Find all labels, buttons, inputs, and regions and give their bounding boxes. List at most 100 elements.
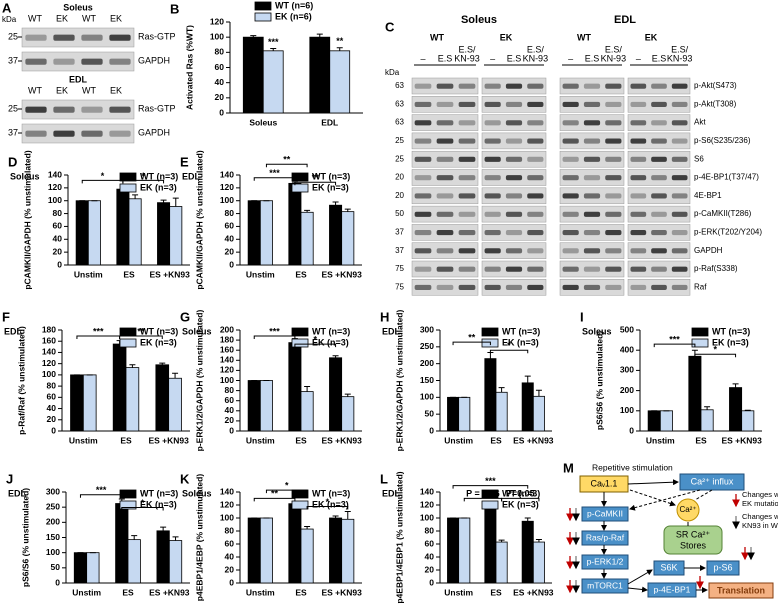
blot-band [25,58,47,65]
bar [247,380,261,432]
blot-band [562,266,579,272]
x-tick-label: Unstim [246,587,275,597]
y-axis-label: pS6/S6 (% unstimulated) [594,331,604,430]
blot-band [484,120,501,126]
legend-swatch [481,500,499,510]
lane-label: EK [56,13,68,23]
significance: ** [312,173,320,183]
significance-bracket [265,489,308,494]
blot-band [630,175,647,181]
blot-band [436,230,454,236]
y-tick-label: 60 [53,221,63,231]
pathway-diagram: M Repetitive stimulation Caᵥ1.1 Ca²⁺ inf… [563,460,778,599]
panel-subtitle: Soleus [182,326,212,336]
blot-band [436,120,454,126]
bar [300,211,314,266]
x-tick-label: ES [295,587,307,597]
y-tick-label: 0 [229,577,234,587]
error-bar [744,409,751,411]
blot-label: GAPDH [138,55,170,65]
panel-subtitle: EDL [382,488,401,498]
significance-bracket [653,343,696,348]
significance-bracket [76,335,121,340]
blot [411,242,479,259]
y-tick-label: 150 [420,375,434,385]
x-tick-label: ES +KN93 [149,269,190,279]
blot-band [630,248,647,254]
legend-swatch [691,327,709,337]
x-tick-label: Unstim [246,435,275,445]
blot-band [109,34,131,41]
error-bar [270,48,277,51]
panel-letter: I [580,309,584,324]
kda: 37 [8,127,18,137]
panel-letter: D [8,154,17,169]
node-box [581,554,629,570]
node-box [706,560,740,576]
y-tick-label: 140 [220,169,234,179]
blot-label: Akt [694,118,706,127]
y-axis-label: pS6/S6 (% unstimulated) [20,488,30,587]
panel-letter: H [380,309,389,324]
blot-band [414,266,432,272]
significance: P=0.05 [506,489,535,499]
blot-band [109,58,131,65]
blot [411,279,479,296]
blot-band [458,156,476,162]
y-tick-label: 500 [620,324,634,334]
group-label: EK [500,32,513,42]
blot-band [53,34,75,41]
significance: *** [669,335,680,345]
blot-band [630,193,647,199]
blot-band [81,106,103,113]
y-tick-label: 40 [47,403,57,413]
kda-label: kDa [385,68,400,77]
blot-band [527,83,544,89]
blot-band [605,83,622,89]
blot-band [630,83,647,89]
kda: 75 [395,282,404,291]
blot [411,187,479,205]
bar [532,395,545,432]
blot-band [671,248,688,254]
blot-band [583,138,601,144]
y-tick-label: 80 [225,525,235,535]
y-tick-label: 50 [51,562,61,572]
error-bar [732,383,739,388]
blot [411,96,479,113]
legend-label: EK (n=3) [502,499,539,509]
blot-band [671,156,688,162]
x-tick-label: ES +KN93 [149,587,190,597]
bar [647,410,661,432]
significance-bracket [452,341,491,346]
significance-bracket [253,497,296,502]
blot [559,132,625,150]
y-tick-label: 100 [48,195,62,205]
blot-band [671,193,688,199]
y-tick-label: 300 [620,365,634,375]
blot-band [484,211,501,217]
node-label: Ca²⁺ [679,505,696,514]
legend-swatch [119,500,137,510]
kda-label: kDa [2,15,17,24]
blot [627,114,691,131]
y-tick-label: 400 [620,344,634,354]
blot-label: p-ERK(T202/Y204) [694,228,762,237]
blot-band [53,106,75,113]
y-tick-label: 20 [225,415,235,425]
error-bar [332,355,339,358]
x-tick-label: ES +KN93 [321,587,362,597]
blot-band [414,193,432,199]
bar [259,380,273,432]
kda: 20 [395,191,404,200]
node-label: Ca²⁺ influx [691,476,734,486]
legend-label: WT (n=3) [312,488,350,498]
bar [73,552,88,584]
blot [481,279,547,296]
note: Changes with [742,490,778,499]
y-tick-label: 0 [57,259,62,269]
legend-swatch [691,338,709,348]
blot-band [651,266,667,272]
legend-swatch [119,183,137,193]
blot-band [414,248,432,254]
